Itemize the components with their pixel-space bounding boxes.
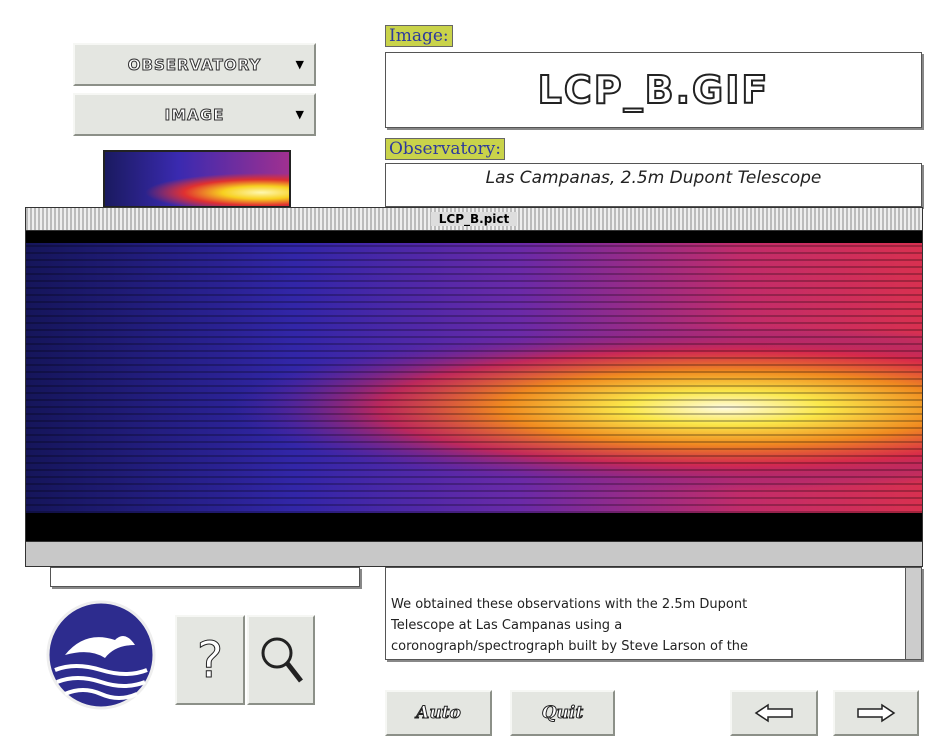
magnifier-icon (261, 637, 303, 683)
right-arrow-icon (857, 703, 896, 723)
quit-button[interactable]: Quit (510, 690, 615, 736)
image-name: LCP_B.GIF (537, 67, 770, 113)
spectrum-streaks (26, 243, 922, 513)
image-menu[interactable]: IMAGE ▼ (73, 93, 316, 136)
menu-arrow: ▼ (295, 58, 304, 71)
left-arrow-icon (754, 703, 793, 723)
description-line: We obtained these observations with the … (391, 597, 748, 612)
help-button[interactable]: ? (175, 615, 245, 705)
description-line: Telescope at Las Campanas using a (391, 618, 623, 633)
image-window: LCP_B.pict (25, 207, 923, 567)
auto-button[interactable]: Auto (385, 690, 492, 736)
spectrum-image (26, 231, 922, 541)
title-bar[interactable]: LCP_B.pict (26, 208, 922, 231)
description-box: We obtained these observations with the … (385, 567, 922, 660)
hidden-field (50, 567, 360, 587)
scrollbar[interactable] (26, 541, 922, 566)
observatory-label: Observatory: (385, 138, 505, 160)
window-title: LCP_B.pict (430, 212, 518, 226)
thumbnail (103, 150, 291, 208)
menu-label: IMAGE (164, 105, 225, 124)
description-line: coronograph/spectrograph built by Steve … (391, 639, 749, 654)
auto-label: Auto (416, 703, 462, 724)
menu-label: OBSERVATORY (127, 55, 262, 74)
help-label: ? (196, 631, 224, 690)
previous-button[interactable] (730, 690, 818, 736)
observatory-menu[interactable]: OBSERVATORY ▼ (73, 43, 316, 86)
observatory-field: Las Campanas, 2.5m Dupont Telescope (385, 163, 922, 207)
logo (46, 600, 156, 710)
next-button[interactable] (833, 690, 919, 736)
menu-arrow: ▼ (295, 108, 304, 121)
description-scrollbar[interactable] (905, 568, 921, 659)
search-button[interactable] (247, 615, 315, 705)
image-label: Image: (385, 25, 453, 47)
image-name-field: LCP_B.GIF (385, 52, 922, 128)
quit-label: Quit (541, 703, 584, 724)
